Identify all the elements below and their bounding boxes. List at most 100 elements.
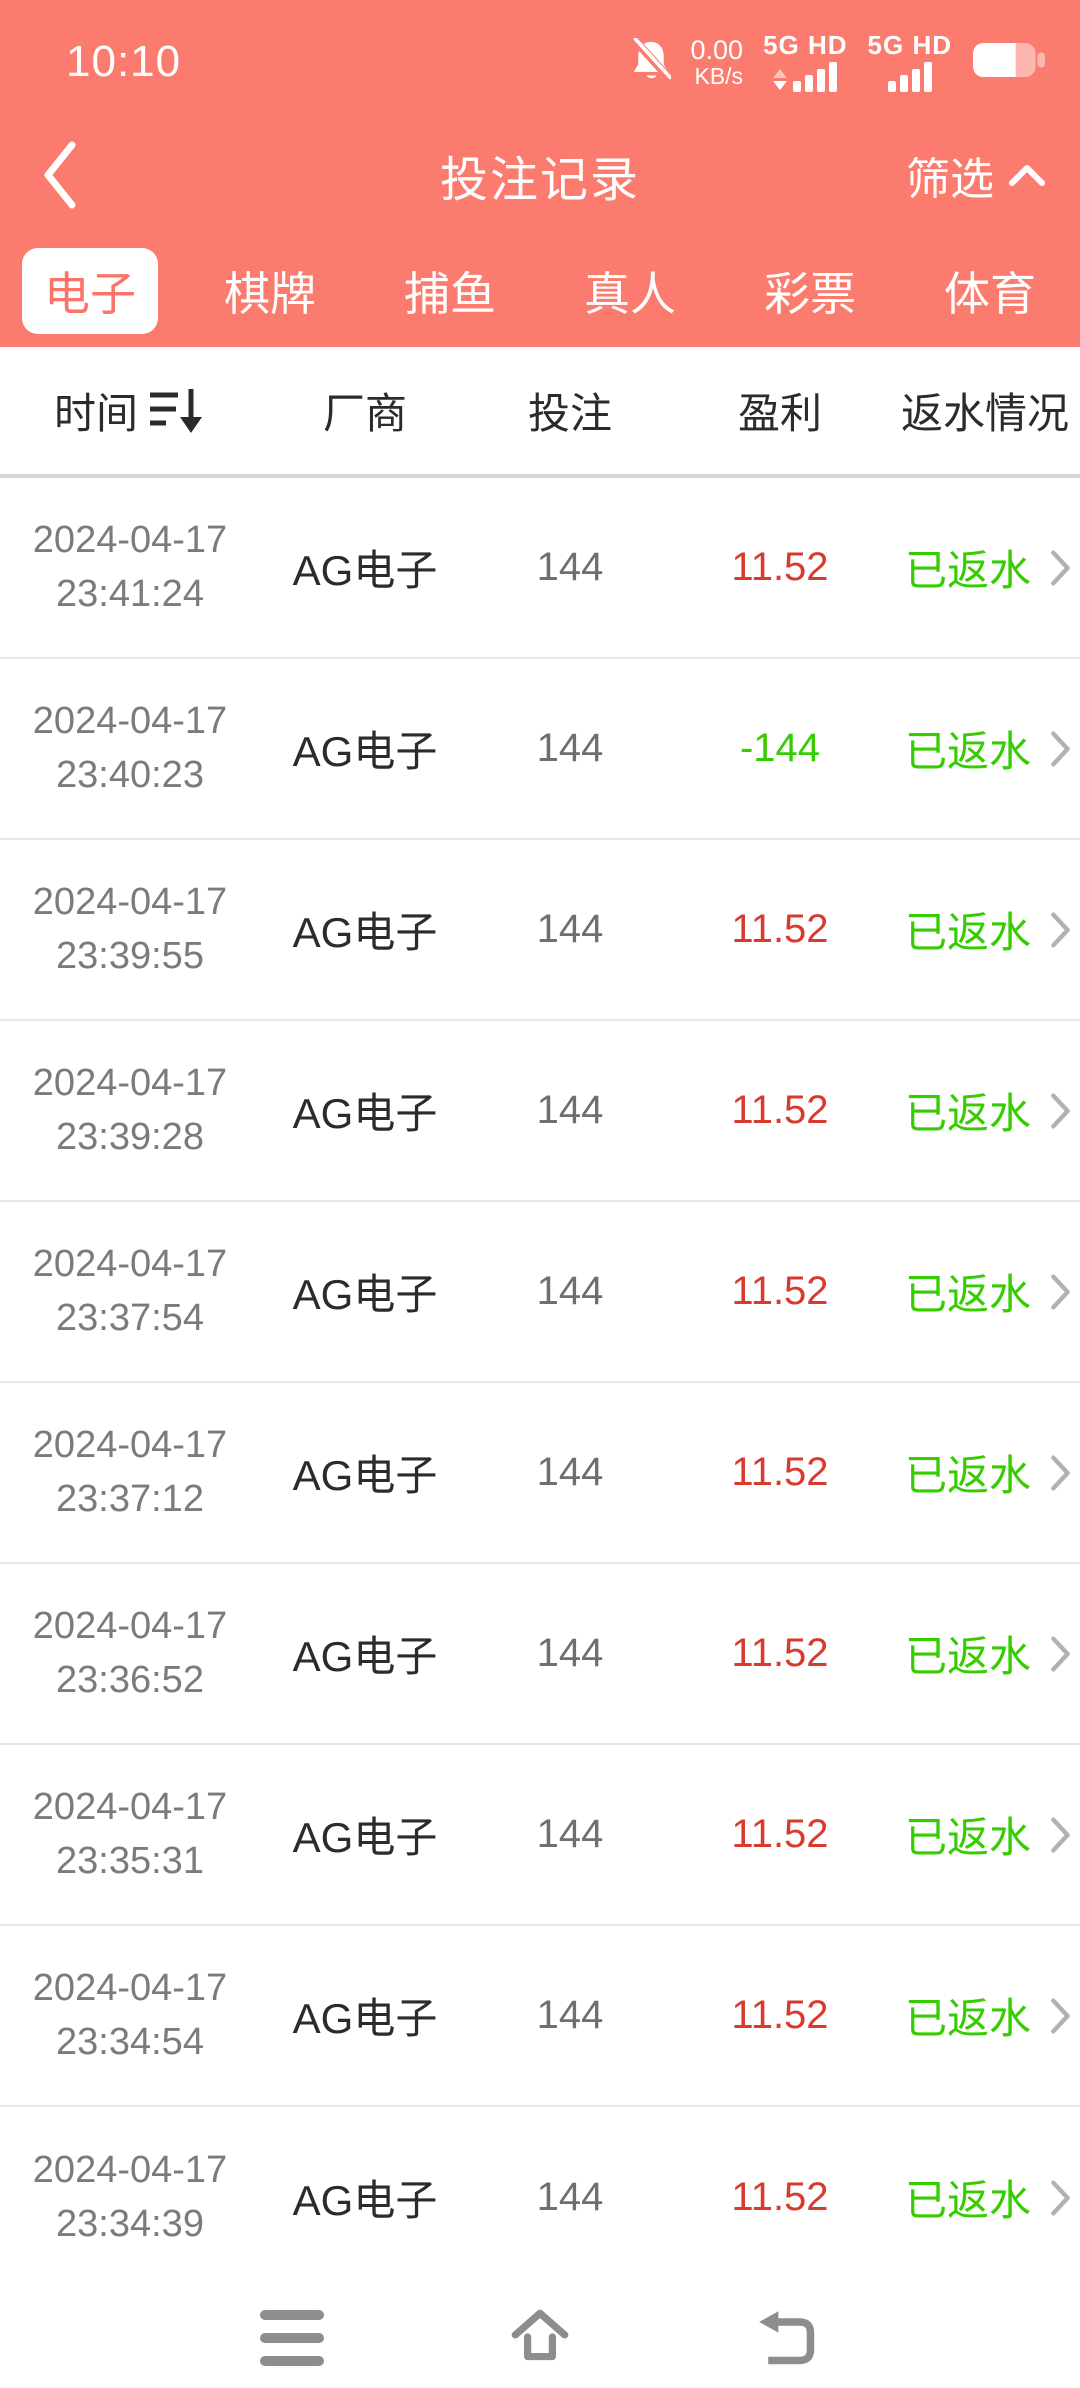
tab-item[interactable]: 电子 xyxy=(0,247,180,334)
sim2-signal: 5G HD xyxy=(868,32,952,92)
record-vendor: AG电子 xyxy=(292,1633,438,1680)
chevron-right-icon xyxy=(1050,2179,1072,2217)
profit-value: 11.52 xyxy=(731,2175,829,2219)
record-date: 2024-04-17 xyxy=(32,2149,228,2192)
rebate-status-label: 已返水 xyxy=(904,1995,1031,2042)
record-vendor: AG电子 xyxy=(292,1452,438,1499)
profit-value: -144 xyxy=(739,726,821,770)
record-row[interactable]: 2024-04-17 23:34:54 AG电子 144 11.52 已返水 xyxy=(0,1926,1080,2107)
back-chevron-icon xyxy=(44,141,76,209)
column-rebate: 返水情况 xyxy=(900,390,1069,437)
recents-button[interactable] xyxy=(259,2308,325,2368)
chevron-up-icon xyxy=(1009,165,1045,186)
rebate-status[interactable]: 已返水 xyxy=(890,537,1080,598)
record-row[interactable]: 2024-04-17 23:35:31 AG电子 144 11.52 已返水 xyxy=(0,1745,1080,1926)
record-bet: 144 xyxy=(536,907,604,951)
record-row[interactable]: 2024-04-17 23:36:52 AG电子 144 11.52 已返水 xyxy=(0,1564,1080,1745)
record-bet: 144 xyxy=(536,2175,604,2219)
profit-value: 11.52 xyxy=(731,907,829,951)
tab-item[interactable]: 棋牌 xyxy=(180,248,360,334)
record-row[interactable]: 2024-04-17 23:41:24 AG电子 144 11.52 已返水 xyxy=(0,478,1080,659)
back-nav-icon xyxy=(759,2311,815,2365)
filter-button[interactable]: 筛选 xyxy=(906,143,1046,207)
profit-value: 11.52 xyxy=(731,545,829,589)
record-time: 23:34:39 xyxy=(56,2202,204,2245)
record-row[interactable]: 2024-04-17 23:39:55 AG电子 144 11.52 已返水 xyxy=(0,840,1080,1021)
record-time: 23:39:55 xyxy=(56,934,204,977)
rebate-status-label: 已返水 xyxy=(904,547,1031,594)
record-time: 23:37:12 xyxy=(56,1477,204,1520)
sim1-label: 5G HD xyxy=(763,30,848,60)
tab-label: 电子 xyxy=(22,247,158,334)
record-row[interactable]: 2024-04-17 23:37:12 AG电子 144 11.52 已返水 xyxy=(0,1383,1080,1564)
rebate-status[interactable]: 已返水 xyxy=(890,1261,1080,1322)
rebate-status[interactable]: 已返水 xyxy=(890,2167,1080,2228)
rebate-status[interactable]: 已返水 xyxy=(890,718,1080,779)
record-time: 23:34:54 xyxy=(56,2020,204,2063)
record-date: 2024-04-17 xyxy=(32,1605,228,1648)
record-datetime: 2024-04-17 23:37:54 xyxy=(0,1238,260,1344)
tab-item[interactable]: 彩票 xyxy=(720,248,900,334)
record-row[interactable]: 2024-04-17 23:39:28 AG电子 144 11.52 已返水 xyxy=(0,1021,1080,1202)
signal-bars-icon xyxy=(887,62,932,92)
chevron-right-icon xyxy=(1050,730,1072,768)
tab-label: 体育 xyxy=(944,267,1036,320)
table-header: 时间 厂商 投注 盈利 返水情况 xyxy=(0,347,1080,478)
record-vendor: AG电子 xyxy=(292,1090,438,1137)
chevron-right-icon xyxy=(1050,1092,1072,1130)
rebate-status[interactable]: 已返水 xyxy=(890,1442,1080,1503)
rebate-status[interactable]: 已返水 xyxy=(890,1080,1080,1141)
profit-value: 11.52 xyxy=(731,1812,829,1856)
column-time[interactable]: 时间 xyxy=(0,380,260,441)
record-date: 2024-04-17 xyxy=(32,1062,228,1105)
record-datetime: 2024-04-17 23:35:31 xyxy=(0,1781,260,1887)
record-bet: 144 xyxy=(536,1088,604,1132)
record-bet: 144 xyxy=(536,726,604,770)
rebate-status[interactable]: 已返水 xyxy=(890,1985,1080,2046)
system-nav-bar xyxy=(0,2288,1080,2388)
record-datetime: 2024-04-17 23:40:23 xyxy=(0,695,260,801)
home-icon xyxy=(511,2309,569,2361)
record-date: 2024-04-17 xyxy=(32,1786,228,1829)
tab-item[interactable]: 真人 xyxy=(540,248,720,334)
menu-icon xyxy=(260,2310,324,2366)
profit-value: 11.52 xyxy=(731,1450,829,1494)
record-datetime: 2024-04-17 23:34:39 xyxy=(0,2144,260,2250)
record-time: 23:35:31 xyxy=(56,1839,204,1882)
records-list: 2024-04-17 23:41:24 AG电子 144 11.52 已返水 2… xyxy=(0,478,1080,2288)
chevron-right-icon xyxy=(1050,1816,1072,1854)
home-button[interactable] xyxy=(507,2308,573,2368)
record-row[interactable]: 2024-04-17 23:34:39 AG电子 144 11.52 已返水 xyxy=(0,2107,1080,2288)
record-bet: 144 xyxy=(536,1631,604,1675)
tab-item[interactable]: 捕鱼 xyxy=(360,248,540,334)
rebate-status[interactable]: 已返水 xyxy=(890,1804,1080,1865)
record-row[interactable]: 2024-04-17 23:40:23 AG电子 144 -144 已返水 xyxy=(0,659,1080,840)
record-bet: 144 xyxy=(536,545,604,589)
navbar: 投注记录 筛选 xyxy=(0,110,1080,240)
column-profit: 盈利 xyxy=(737,390,822,437)
record-date: 2024-04-17 xyxy=(32,700,228,743)
filter-label: 筛选 xyxy=(906,155,994,204)
chevron-right-icon xyxy=(1050,911,1072,949)
record-vendor: AG电子 xyxy=(292,547,438,594)
chevron-right-icon xyxy=(1050,1635,1072,1673)
back-button[interactable] xyxy=(40,137,84,213)
rebate-status-label: 已返水 xyxy=(904,1452,1031,1499)
rebate-status-label: 已返水 xyxy=(904,1090,1031,1137)
record-vendor: AG电子 xyxy=(292,728,438,775)
back-nav-button[interactable] xyxy=(755,2308,821,2368)
rebate-status-label: 已返水 xyxy=(904,909,1031,956)
tab-label: 彩票 xyxy=(764,267,856,320)
column-vendor: 厂商 xyxy=(322,390,407,437)
profit-value: 11.52 xyxy=(731,1269,829,1313)
tab-item[interactable]: 体育 xyxy=(900,248,1080,334)
rebate-status[interactable]: 已返水 xyxy=(890,899,1080,960)
status-time: 10:10 xyxy=(66,37,182,86)
profit-value: 11.52 xyxy=(731,1088,829,1132)
record-vendor: AG电子 xyxy=(292,1995,438,2042)
record-vendor: AG电子 xyxy=(292,909,438,956)
record-row[interactable]: 2024-04-17 23:37:54 AG电子 144 11.52 已返水 xyxy=(0,1202,1080,1383)
rebate-status[interactable]: 已返水 xyxy=(890,1623,1080,1684)
chevron-right-icon xyxy=(1050,1273,1072,1311)
